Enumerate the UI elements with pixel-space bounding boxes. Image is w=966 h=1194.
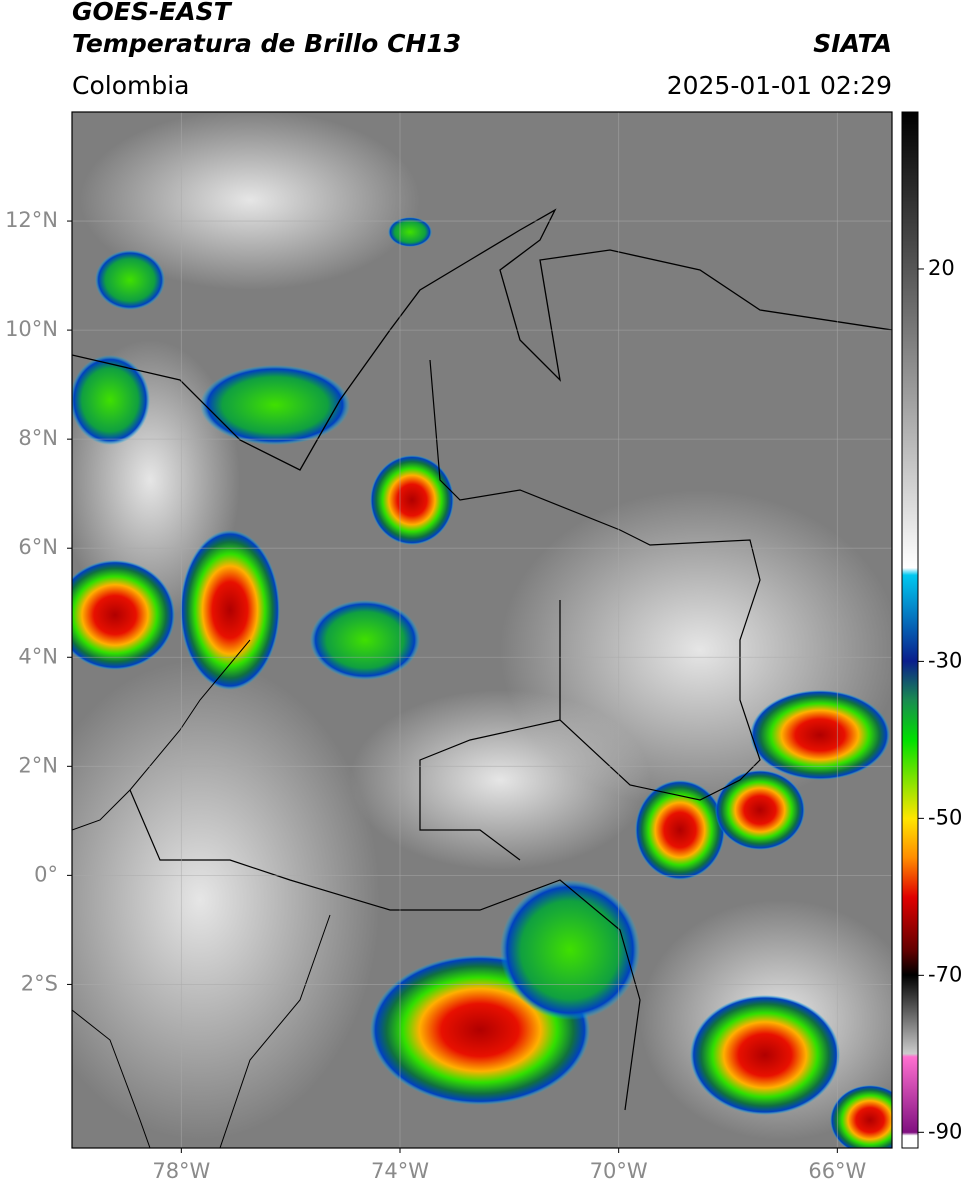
y-tick-label: 12°N: [5, 208, 58, 232]
region: Colombia: [72, 71, 189, 100]
storm-cell: [180, 530, 280, 690]
colorbar-tick-label: -30: [928, 648, 962, 672]
storm-cell: [72, 560, 175, 670]
cloud: [350, 690, 650, 870]
storm-cell: [388, 217, 432, 247]
cloud: [80, 112, 420, 290]
storm-cell: [715, 770, 805, 850]
y-tick-label: 6°N: [18, 535, 58, 559]
x-tick-label: 74°W: [371, 1159, 429, 1183]
border: [72, 639, 331, 1148]
colorbar-tick-label: -90: [928, 1119, 962, 1143]
y-tick-label: 2°S: [21, 971, 58, 995]
y-tick-label: 10°N: [5, 317, 58, 341]
x-tick-label: 78°W: [152, 1159, 210, 1183]
colorbar-tick-label: -70: [928, 962, 962, 986]
source: SIATA: [813, 29, 892, 58]
storm-cell: [72, 355, 150, 445]
colorbar-tick-label: -50: [928, 805, 962, 829]
y-tick-label: 2°N: [18, 753, 58, 777]
border: [129, 359, 761, 1111]
coastline: [72, 208, 892, 471]
timestamp: 2025-01-01 02:29: [667, 71, 892, 100]
storm-cell: [95, 250, 165, 310]
colorbar-tick-label: 20: [928, 256, 955, 280]
storm-cell: [200, 365, 350, 445]
y-tick-label: 4°N: [18, 644, 58, 668]
storm-cell: [750, 690, 890, 780]
storm-cell: [830, 1085, 892, 1148]
storm-cell: [310, 600, 420, 680]
storm-cell: [370, 455, 454, 545]
x-tick-label: 70°W: [590, 1159, 648, 1183]
cloud: [72, 660, 380, 1140]
storm-cell: [635, 780, 725, 880]
map-frame: [71, 111, 893, 1149]
y-tick-label: 0°: [34, 862, 58, 886]
x-tick-label: 66°W: [808, 1159, 866, 1183]
title: GOES-EAST: [72, 0, 233, 26]
storm-cell: [690, 995, 840, 1115]
y-tick-label: 8°N: [18, 426, 58, 450]
satellite-image: [72, 112, 892, 1148]
storm-cell: [500, 880, 640, 1020]
colorbar: [901, 111, 919, 1149]
subtitle: Temperatura de Brillo CH13: [72, 29, 461, 58]
graticule: [72, 112, 892, 1148]
